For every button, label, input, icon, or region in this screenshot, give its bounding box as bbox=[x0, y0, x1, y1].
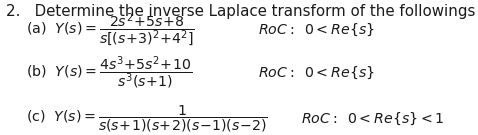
Text: (a)  $Y(s) = \dfrac{2s^2\!+\!5s\!+\!8}{s[(s\!+\!3)^2\!+\!4^2]}$: (a) $Y(s) = \dfrac{2s^2\!+\!5s\!+\!8}{s[… bbox=[26, 11, 195, 48]
Text: 2.   Determine the inverse Laplace transform of the followings: 2. Determine the inverse Laplace transfo… bbox=[6, 4, 475, 19]
Text: (c)  $Y(s) = \dfrac{1}{s(s\!+\!1)(s\!+\!2)(s\!-\!1)(s\!-\!2)}$: (c) $Y(s) = \dfrac{1}{s(s\!+\!1)(s\!+\!2… bbox=[26, 104, 268, 134]
Text: $RoC\mathrm{:}\;\; 0 < Re\{s\}$: $RoC\mathrm{:}\;\; 0 < Re\{s\}$ bbox=[258, 22, 375, 38]
Text: $RoC\mathrm{:}\;\; 0 < Re\{s\} < 1$: $RoC\mathrm{:}\;\; 0 < Re\{s\} < 1$ bbox=[301, 111, 445, 127]
Text: $RoC\mathrm{:}\;\; 0 < Re\{s\}$: $RoC\mathrm{:}\;\; 0 < Re\{s\}$ bbox=[258, 65, 375, 81]
Text: (b)  $Y(s) = \dfrac{4s^3\!+\!5s^2\!+\!10}{s^3(s\!+\!1)}$: (b) $Y(s) = \dfrac{4s^3\!+\!5s^2\!+\!10}… bbox=[26, 55, 193, 91]
